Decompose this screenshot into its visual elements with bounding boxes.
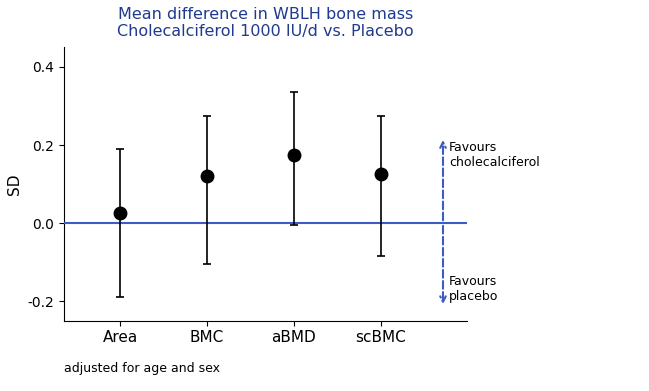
Text: adjusted for age and sex: adjusted for age and sex (64, 362, 220, 375)
Text: Favours
placebo: Favours placebo (449, 275, 498, 303)
Y-axis label: SD: SD (7, 173, 22, 195)
Text: Favours
cholecalciferol: Favours cholecalciferol (449, 141, 540, 169)
Title: Mean difference in WBLH bone mass
Cholecalciferol 1000 IU/d vs. Placebo: Mean difference in WBLH bone mass Cholec… (117, 7, 414, 39)
